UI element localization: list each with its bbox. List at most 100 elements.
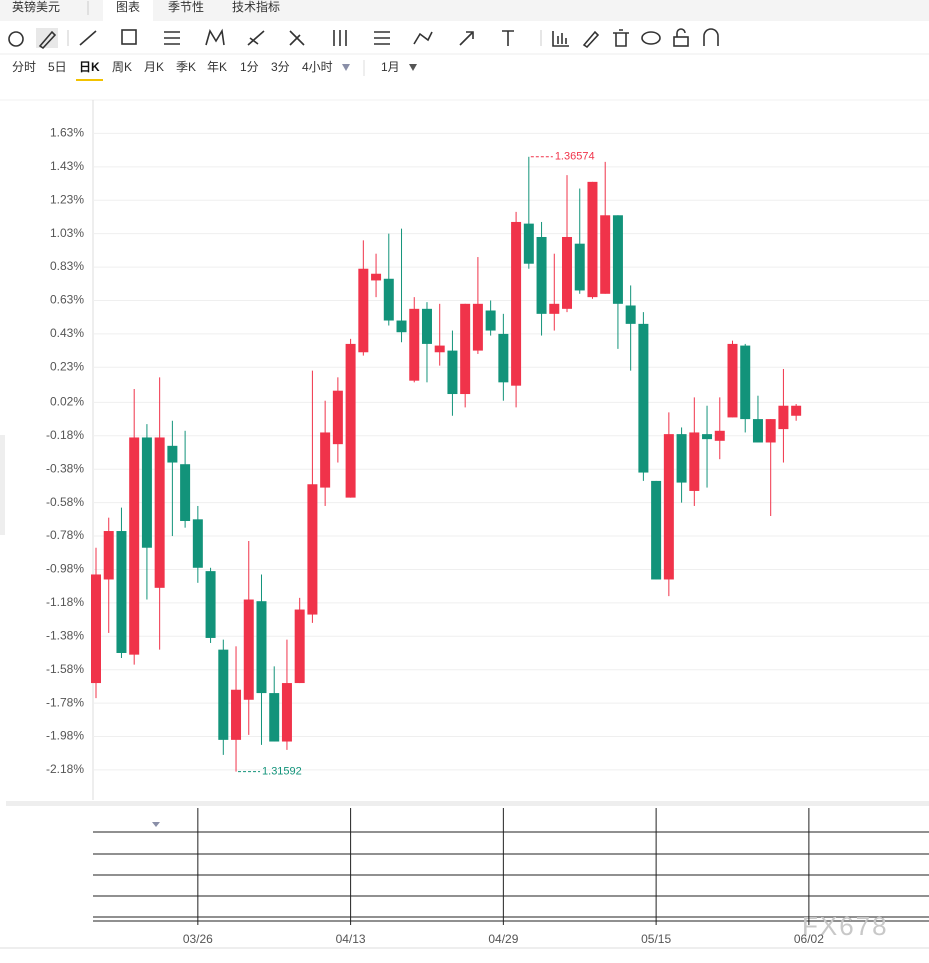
period-button[interactable]: 月K — [144, 60, 164, 74]
candle-body — [778, 405, 789, 430]
candle-body — [485, 310, 496, 331]
tool-icon[interactable] — [333, 30, 347, 46]
period-button[interactable]: 日K — [79, 60, 100, 74]
tool-icon[interactable] — [79, 30, 97, 46]
y-tick-label: 0.63% — [50, 293, 84, 307]
x-tick-label: 05/15 — [641, 932, 671, 946]
candle-body — [791, 405, 802, 416]
indicator-panel — [93, 831, 929, 922]
y-tick-label: -0.78% — [46, 528, 84, 542]
candle-body — [638, 323, 649, 473]
candle-body — [523, 223, 534, 264]
candle-body — [434, 345, 445, 353]
active-tab-bg — [103, 0, 153, 21]
candle-body — [141, 437, 152, 548]
tool-icon[interactable] — [459, 31, 474, 46]
candle-body — [498, 333, 509, 383]
tool-icon[interactable] — [289, 30, 305, 46]
y-tick-label: -0.38% — [46, 461, 84, 475]
tool-icon[interactable] — [703, 28, 719, 46]
tool-icon[interactable] — [164, 31, 180, 45]
candle-body — [752, 419, 763, 443]
candle-body — [511, 221, 522, 386]
period-button[interactable]: 5日 — [48, 60, 67, 74]
candle-body — [294, 609, 305, 684]
tab[interactable]: 季节性 — [168, 0, 204, 14]
candle-body — [421, 308, 432, 344]
candle-body — [740, 345, 751, 420]
period-row: 分时 5日 日K 周K 月K 季K 年K 1分 3分 4小时 — [12, 60, 333, 74]
candle-body — [562, 236, 573, 309]
candle-body — [574, 243, 585, 291]
y-tick-label: -0.18% — [46, 428, 84, 442]
tool-icon[interactable] — [673, 36, 689, 47]
tool-icon[interactable] — [413, 31, 433, 45]
x-tick-label: 04/29 — [488, 932, 518, 946]
x-tick-label: 04/13 — [336, 932, 366, 946]
candle-body — [460, 303, 471, 395]
candle-body — [91, 574, 101, 684]
candle-body — [103, 531, 114, 580]
candle-body — [651, 480, 662, 580]
x-tick-label: 06/02 — [794, 932, 824, 946]
candle-body — [218, 649, 229, 740]
y-tick-label: 1.03% — [50, 226, 84, 240]
side-handle[interactable] — [0, 435, 5, 535]
candle-body — [396, 320, 407, 333]
y-tick-label: -1.38% — [46, 628, 84, 642]
tool-icon[interactable] — [676, 28, 686, 37]
y-tick-label: -1.98% — [46, 729, 84, 743]
tool-icon[interactable] — [502, 30, 514, 46]
tool-icon[interactable] — [613, 29, 629, 47]
period-underline — [76, 79, 103, 81]
tool-icon[interactable] — [38, 30, 57, 50]
period-button[interactable]: 季K — [176, 60, 196, 74]
candle-body — [625, 305, 636, 324]
candle-body — [154, 437, 165, 588]
range-select[interactable]: 1月 — [381, 60, 400, 74]
watermark: FX678 — [802, 911, 889, 941]
tool-icon[interactable] — [552, 31, 569, 47]
period-button[interactable]: 周K — [112, 60, 132, 74]
y-tick-label: 1.23% — [50, 192, 84, 206]
tool-icon[interactable] — [8, 31, 24, 47]
y-tick-label: -0.98% — [46, 562, 84, 576]
y-tick-label: -0.58% — [46, 495, 84, 509]
candle-body — [167, 445, 178, 463]
candle-body — [371, 273, 382, 281]
candle-body — [243, 599, 254, 700]
candle-body — [256, 601, 267, 694]
candle-body — [472, 303, 483, 351]
tab[interactable]: 图表 — [116, 0, 140, 14]
candle-body — [612, 215, 623, 304]
grid: 1.63% 1.43% 1.23% 1.03% 0.83% 0.63% 0.43% 0.23%… — [46, 126, 929, 776]
candle-body — [332, 390, 343, 445]
y-tick-label: 1.43% — [50, 159, 84, 173]
period-button[interactable]: 年K — [207, 60, 227, 74]
symbol: 英镑美元 — [12, 0, 60, 14]
candle-body — [345, 343, 356, 498]
tool-icon[interactable] — [247, 30, 265, 46]
dropdown-arrow[interactable] — [152, 822, 160, 827]
candle-body — [727, 343, 738, 418]
tool-icon[interactable] — [205, 28, 225, 46]
period-button[interactable]: 4小时 — [302, 60, 333, 74]
tool-icon[interactable] — [641, 31, 661, 45]
dropdown-arrow[interactable] — [409, 64, 417, 71]
period-button[interactable]: 1分 — [240, 60, 259, 74]
period-button[interactable]: 3分 — [271, 60, 290, 74]
x-tick-label: 03/26 — [183, 932, 213, 946]
tab[interactable]: 技术指标 — [232, 0, 280, 14]
tool-icon[interactable] — [374, 31, 390, 45]
tool-icon[interactable] — [582, 30, 600, 49]
candle-body — [129, 437, 140, 655]
candle-body — [383, 278, 394, 321]
tool-icon[interactable] — [121, 29, 137, 45]
y-tick-label: -2.18% — [46, 762, 84, 776]
period-button[interactable]: 分时 — [12, 60, 36, 74]
y-tick-label: -1.78% — [46, 695, 84, 709]
candle-body — [689, 432, 700, 491]
dropdown-arrow[interactable] — [342, 64, 350, 71]
candle-body — [765, 419, 776, 443]
